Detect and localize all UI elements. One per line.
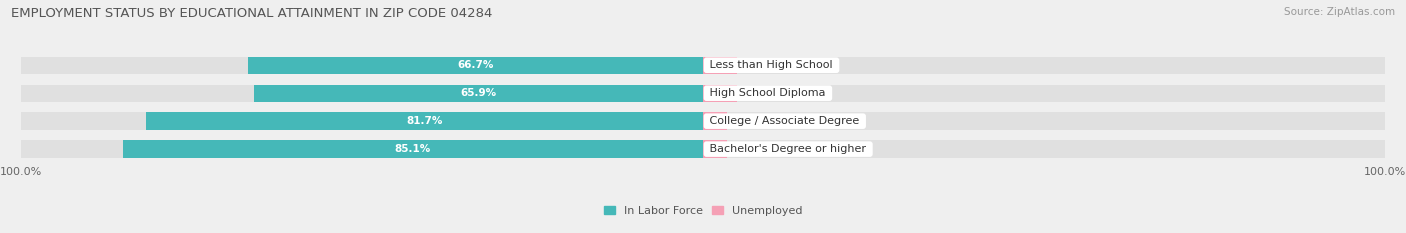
Bar bbox=[703, 113, 1385, 130]
Bar bbox=[703, 57, 737, 74]
Bar bbox=[21, 113, 703, 130]
Bar bbox=[703, 113, 727, 130]
Text: EMPLOYMENT STATUS BY EDUCATIONAL ATTAINMENT IN ZIP CODE 04284: EMPLOYMENT STATUS BY EDUCATIONAL ATTAINM… bbox=[11, 7, 492, 20]
Text: 0.0%: 0.0% bbox=[744, 144, 770, 154]
Bar bbox=[253, 85, 703, 102]
Bar bbox=[703, 57, 1385, 74]
Text: High School Diploma: High School Diploma bbox=[706, 88, 830, 98]
Text: 81.7%: 81.7% bbox=[406, 116, 443, 126]
Text: 66.7%: 66.7% bbox=[457, 60, 494, 70]
Text: Bachelor's Degree or higher: Bachelor's Degree or higher bbox=[706, 144, 870, 154]
Bar bbox=[21, 140, 703, 158]
Bar bbox=[249, 57, 703, 74]
Bar bbox=[146, 113, 703, 130]
Text: Source: ZipAtlas.com: Source: ZipAtlas.com bbox=[1284, 7, 1395, 17]
Text: 0.0%: 0.0% bbox=[744, 116, 770, 126]
Bar bbox=[122, 140, 703, 158]
Text: 0.0%: 0.0% bbox=[754, 88, 780, 98]
Text: College / Associate Degree: College / Associate Degree bbox=[706, 116, 863, 126]
Bar bbox=[21, 57, 703, 74]
Text: 65.9%: 65.9% bbox=[460, 88, 496, 98]
Text: 0.0%: 0.0% bbox=[754, 60, 780, 70]
Text: Less than High School: Less than High School bbox=[706, 60, 837, 70]
Bar bbox=[21, 85, 703, 102]
Legend: In Labor Force, Unemployed: In Labor Force, Unemployed bbox=[603, 206, 803, 216]
Bar bbox=[703, 140, 1385, 158]
Text: 85.1%: 85.1% bbox=[395, 144, 432, 154]
Bar bbox=[703, 85, 737, 102]
Bar bbox=[703, 140, 727, 158]
Bar bbox=[703, 85, 1385, 102]
